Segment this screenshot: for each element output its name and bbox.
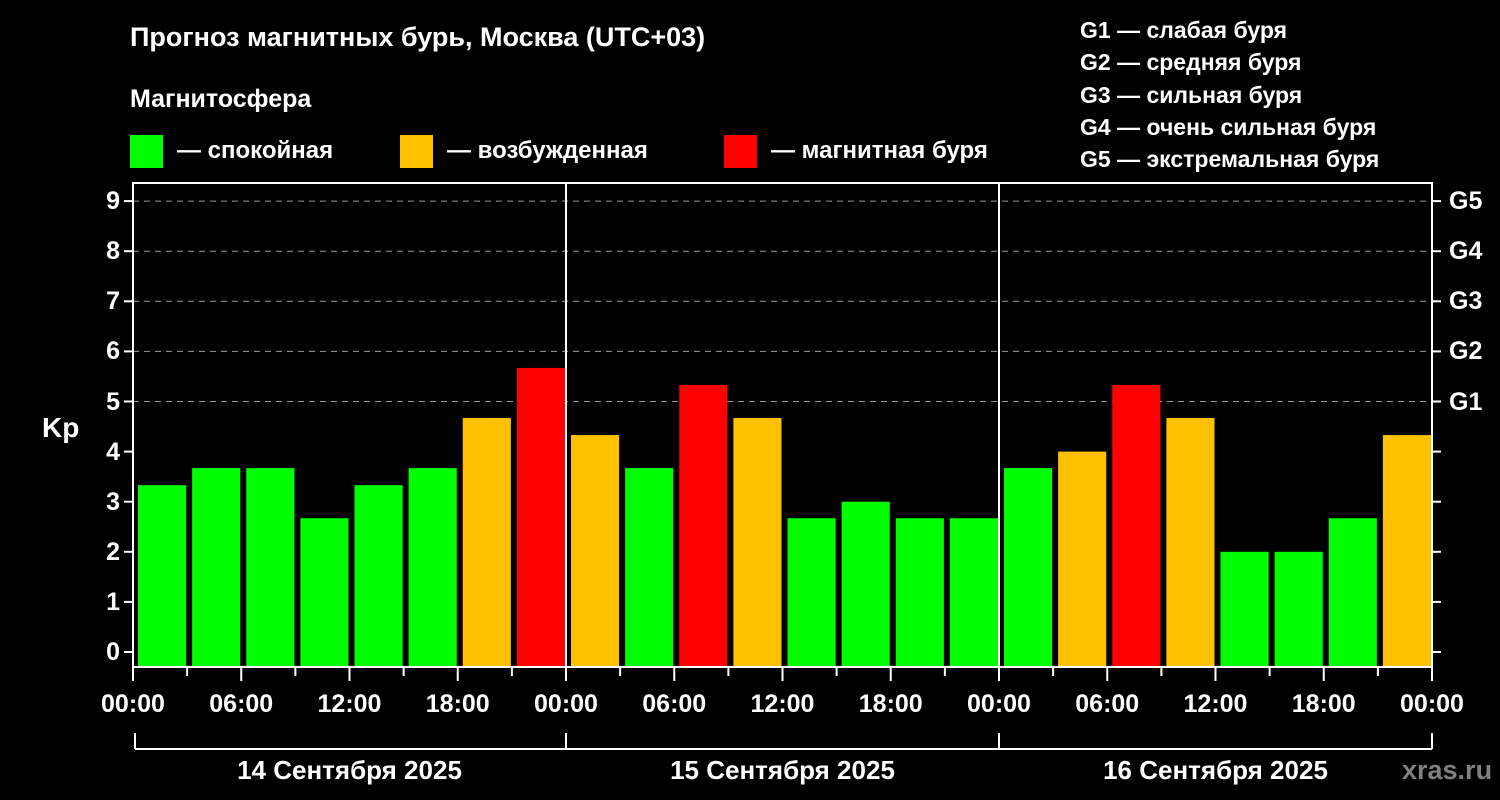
x-tick-label: 18:00 xyxy=(858,690,923,718)
legend-active: — возбужденная xyxy=(400,134,648,168)
x-tick-label: 06:00 xyxy=(642,690,707,718)
kp-bar xyxy=(571,435,620,667)
g-legend-g4: G4 — очень сильная буря xyxy=(1080,113,1377,140)
kp-bar xyxy=(1166,418,1215,667)
kp-bar xyxy=(679,384,728,667)
x-tick-label: 12:00 xyxy=(317,690,382,718)
legend-swatch-green xyxy=(130,134,163,168)
y-tick-label: 7 xyxy=(106,287,120,316)
y-tick-label: 5 xyxy=(106,387,120,416)
gridlines xyxy=(133,200,1432,402)
bars xyxy=(138,367,1431,667)
y-tick-label: 2 xyxy=(106,537,120,566)
kp-bar xyxy=(1382,435,1431,667)
day-label: 14 Сентября 2025 xyxy=(237,755,462,785)
x-tick-label: 06:00 xyxy=(209,690,274,718)
legend-swatch-orange xyxy=(400,134,433,168)
g-legend-g5: G5 — экстремальная буря xyxy=(1080,146,1380,173)
kp-bar xyxy=(1328,518,1377,667)
y-tick-label: 9 xyxy=(106,187,120,216)
g-tick-label: G2 xyxy=(1449,337,1483,366)
y-tick-label: 4 xyxy=(106,437,120,466)
y-tick-label: 8 xyxy=(106,237,120,266)
day-label: 16 Сентября 2025 xyxy=(1103,755,1328,785)
legend-active-label: — возбужденная xyxy=(447,137,648,164)
kp-bar xyxy=(895,518,944,667)
g-tick-label: G1 xyxy=(1449,387,1483,416)
kp-bar xyxy=(625,468,674,667)
kp-bar xyxy=(1274,551,1323,667)
kp-bar xyxy=(949,518,998,667)
y-tick-label: 1 xyxy=(106,587,120,616)
kp-bar xyxy=(787,518,836,667)
legend-storm-label: — магнитная буря xyxy=(771,137,988,164)
kp-bar xyxy=(246,468,295,667)
g-legend-g2: G2 — средняя буря xyxy=(1080,49,1302,76)
g-tick-label: G5 xyxy=(1449,187,1483,216)
g-tick-label: G4 xyxy=(1449,237,1483,266)
g-legend-g3: G3 — сильная буря xyxy=(1080,81,1303,108)
day-label: 15 Сентября 2025 xyxy=(670,755,895,785)
kp-bar xyxy=(1004,468,1053,667)
kp-bar xyxy=(1112,384,1161,667)
y-tick-label: 3 xyxy=(106,487,120,516)
kp-bar xyxy=(192,468,241,667)
legend-storm: — магнитная буря xyxy=(724,134,988,168)
legend-quiet: — спокойная xyxy=(130,134,333,168)
x-tick-label: 00:00 xyxy=(967,690,1031,718)
x-tick-label: 12:00 xyxy=(750,690,815,718)
kp-bar xyxy=(462,418,511,667)
kp-bar xyxy=(300,518,349,667)
magnetosphere-heading: Магнитосфера xyxy=(130,85,312,113)
legend-swatch-red xyxy=(724,134,757,168)
kp-bar xyxy=(1058,451,1107,667)
g-tick-label: G3 xyxy=(1449,287,1483,316)
y-tick-label: 0 xyxy=(106,638,120,666)
x-tick-label: 18:00 xyxy=(1291,690,1356,718)
x-tick-label: 06:00 xyxy=(1075,690,1140,718)
kp-bar xyxy=(841,501,890,667)
g-legend-g1: G1 — слабая буря xyxy=(1080,17,1288,43)
chart-title: Прогноз магнитных бурь, Москва (UTC+03) xyxy=(130,22,706,52)
x-tick-label: 00:00 xyxy=(101,690,165,718)
y-axis-label: Kp xyxy=(42,412,80,443)
kp-bar xyxy=(408,468,457,667)
x-tick-label: 00:00 xyxy=(1400,690,1464,718)
legend-quiet-label: — спокойная xyxy=(177,137,334,164)
kp-bar xyxy=(354,485,403,667)
x-tick-label: 18:00 xyxy=(425,690,490,718)
kp-bar xyxy=(733,418,782,667)
kp-bar xyxy=(1220,551,1269,667)
g-scale-legend: G1 — слабая буря G2 — средняя буря G3 — … xyxy=(1080,14,1379,175)
kp-bar xyxy=(138,485,187,667)
kp-bar xyxy=(516,367,565,667)
x-tick-label: 12:00 xyxy=(1183,690,1248,718)
x-tick-label: 00:00 xyxy=(534,690,598,718)
axes-frame xyxy=(124,182,1441,750)
y-tick-label: 6 xyxy=(106,337,120,366)
watermark: xras.ru xyxy=(1402,755,1493,785)
